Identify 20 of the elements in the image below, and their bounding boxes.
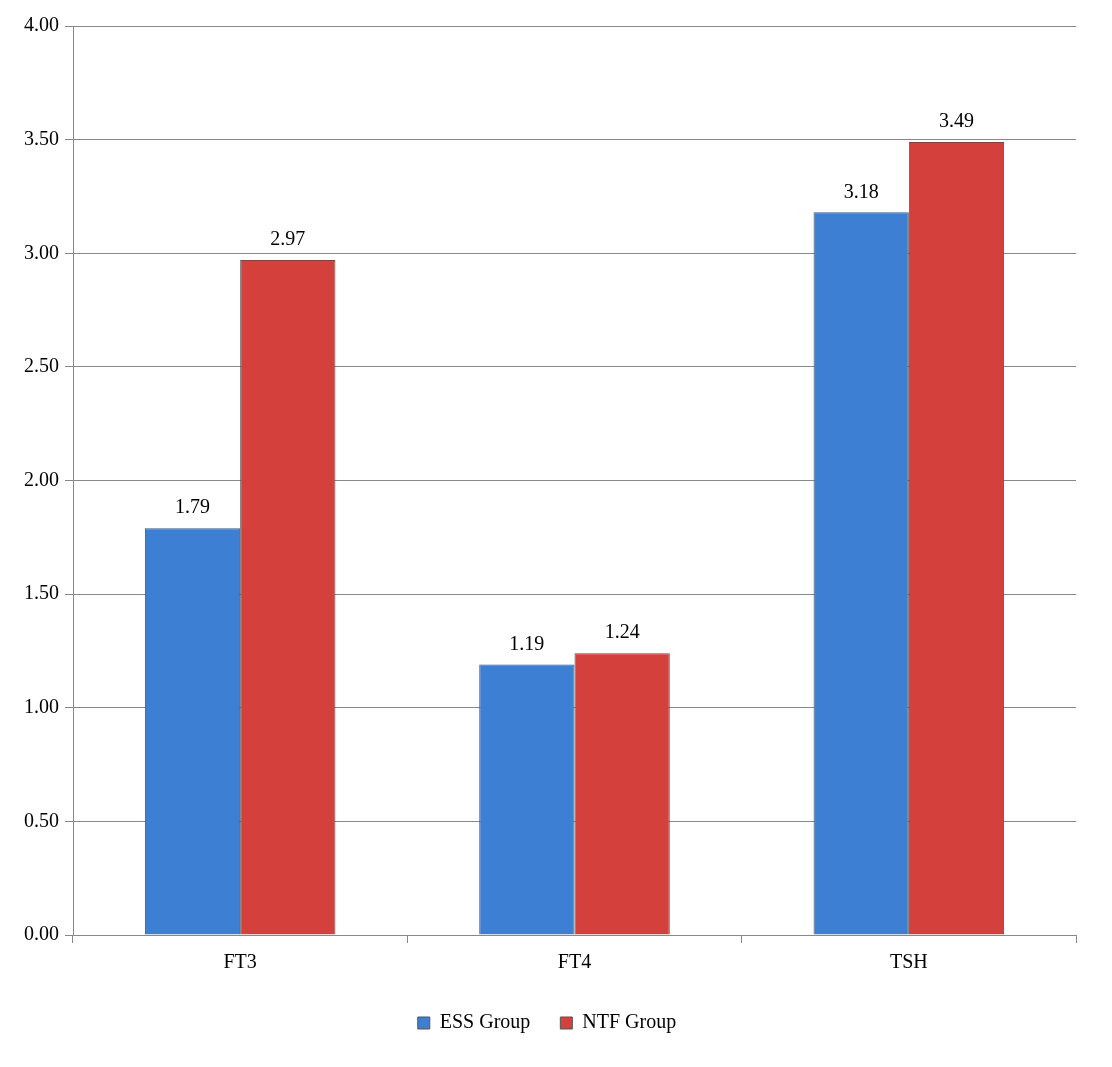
y-tick-label: 3.00 (24, 240, 59, 263)
y-tick-label: 1.50 (24, 581, 59, 604)
y-tick-label: 2.00 (24, 467, 59, 490)
legend-label: ESS Group (439, 1010, 531, 1034)
x-tick-label: FT4 (557, 950, 592, 973)
data-label: 1.79 (175, 495, 211, 518)
data-label: 1.19 (509, 631, 545, 654)
data-label: 1.24 (604, 620, 640, 643)
y-tick-label: 3.50 (24, 126, 59, 149)
y-tick-label: 1.00 (24, 695, 59, 717)
data-label: 2.97 (270, 227, 306, 250)
y-tick-label: 4.00 (24, 13, 59, 36)
data-label: 3.18 (843, 179, 879, 202)
legend-label: NTF Group (582, 1010, 677, 1034)
y-tick-label: 2.50 (24, 354, 59, 377)
x-tick-label: FT3 (223, 950, 257, 973)
y-tick-label: 0.50 (24, 808, 59, 831)
data-label: 3.49 (938, 109, 974, 132)
x-tick-label: TSH (889, 950, 928, 973)
y-tick-label: 0.00 (24, 922, 59, 945)
